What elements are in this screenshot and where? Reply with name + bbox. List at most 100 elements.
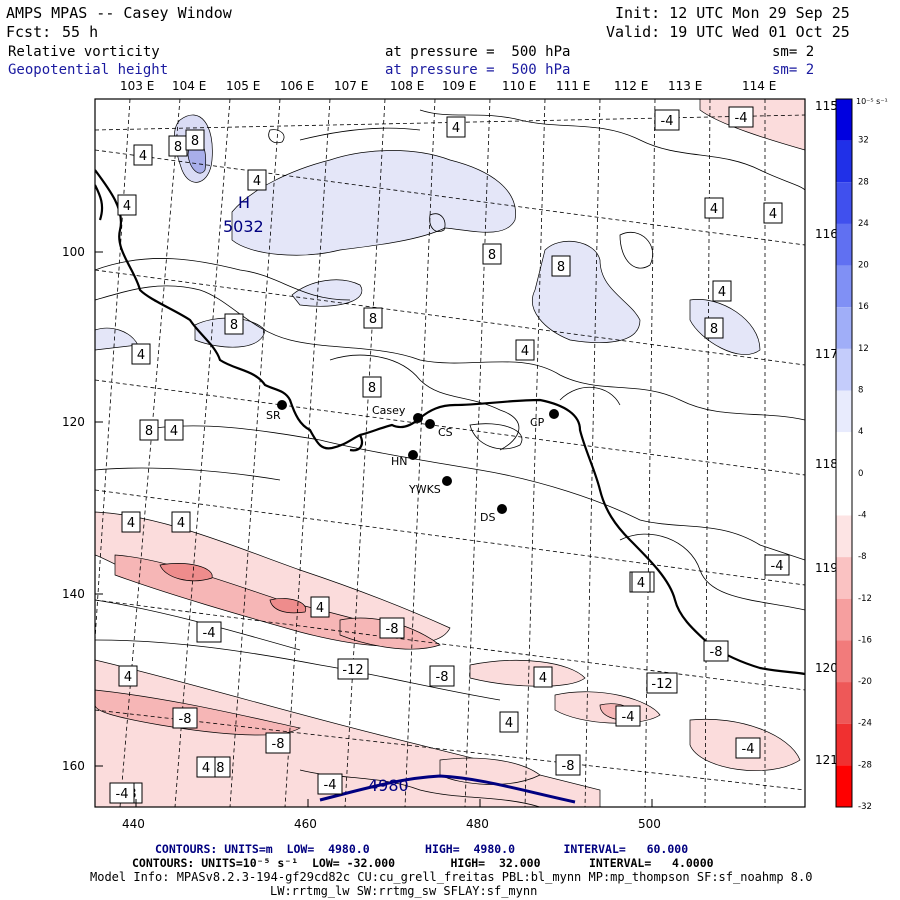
contour-label: 4	[118, 665, 138, 687]
svg-text:Casey: Casey	[372, 404, 406, 417]
contour-label: 4	[499, 711, 519, 733]
contour-label: 4	[515, 339, 535, 361]
svg-text:-4: -4	[622, 710, 635, 725]
field2-name: Geopotential height	[8, 62, 169, 78]
colorbar-segment	[836, 182, 852, 224]
colorbar-label: -28	[858, 760, 872, 770]
svg-text:4: 4	[505, 716, 513, 731]
svg-text:-8: -8	[272, 737, 285, 752]
svg-text:4: 4	[769, 207, 777, 222]
y-tick-label: 140	[62, 587, 85, 601]
height-contour-label: 4980	[368, 776, 409, 795]
colorbar-label: -24	[858, 719, 872, 729]
svg-text:-8: -8	[710, 645, 723, 660]
station-sr: SR	[266, 400, 287, 422]
svg-text:-4: -4	[771, 559, 784, 574]
x-tick-label: 460	[294, 817, 317, 831]
contour-label: 4	[533, 666, 553, 688]
top-longitude-label: 103 E	[120, 79, 154, 93]
svg-text:-4: -4	[324, 778, 337, 793]
svg-text:-4: -4	[203, 626, 216, 641]
contour-label: -8	[429, 665, 455, 687]
contour-label: -4	[317, 773, 343, 795]
svg-text:DS: DS	[480, 511, 495, 524]
colorbar-label: 32	[858, 136, 869, 146]
contour-label: -8	[265, 732, 291, 754]
contour-label: 8	[363, 307, 383, 329]
colorbar-label: 28	[858, 177, 869, 187]
height-contour-info: CONTOURS: UNITS=m LOW= 4980.0 HIGH= 4980…	[155, 842, 689, 856]
field1-smoothing: sm= 2	[772, 44, 815, 60]
contour-label: 4	[763, 202, 783, 224]
y-tick-label: 160	[62, 759, 85, 773]
svg-text:4: 4	[137, 348, 145, 363]
svg-text:8: 8	[557, 260, 565, 275]
svg-text:8: 8	[174, 140, 182, 155]
top-longitude-label: 104 E	[172, 79, 206, 93]
svg-text:4: 4	[316, 601, 324, 616]
stations-group: SR Casey CS CP HN YWKS DS	[266, 400, 559, 524]
colorbar-segment	[836, 515, 852, 558]
y-tick-label: 100	[62, 245, 85, 259]
vorticity-contour-info: CONTOURS: UNITS=10⁻⁵ s⁻¹ LOW= -32.000 HI…	[132, 856, 714, 870]
svg-text:4: 4	[521, 344, 529, 359]
svg-text:4: 4	[718, 285, 726, 300]
top-longitude-label: 107 E	[334, 79, 368, 93]
field2-smoothing: sm= 2	[772, 62, 815, 78]
contour-label: -8	[703, 640, 729, 662]
station-casey: Casey	[372, 404, 423, 423]
colorbar-segment	[836, 598, 852, 641]
contour-label: -12	[646, 672, 678, 694]
svg-text:4: 4	[637, 576, 645, 591]
contour-label: 8	[551, 255, 571, 277]
contour-label: 4	[446, 116, 466, 138]
colorbar-labels: 32 28 24 20 16 12 8 4 0 -4 -8 -12 -16 -20 -24 -28 -32	[858, 136, 872, 812]
svg-text:-8: -8	[562, 759, 575, 774]
svg-text:4: 4	[170, 424, 178, 439]
colorbar-label: 4	[858, 427, 863, 437]
svg-text:4: 4	[177, 516, 185, 531]
contour-label: -4	[728, 106, 754, 128]
contour-label: 4	[704, 197, 724, 219]
plot-title: AMPS MPAS -- Casey Window	[6, 4, 232, 22]
field1-level: at pressure = 500 hPa	[385, 44, 571, 60]
top-longitude-label: 111 E	[556, 79, 590, 93]
colorbar-label: -8	[858, 552, 866, 562]
colorbar-segment	[836, 99, 852, 141]
svg-text:4: 4	[124, 670, 132, 685]
colorbar-segment	[836, 265, 852, 308]
colorbar-label: 12	[858, 344, 869, 354]
contour-label: 4	[171, 511, 191, 533]
colorbar-label: -4	[858, 510, 866, 520]
svg-text:-4: -4	[661, 114, 674, 129]
contour-label: -4	[654, 109, 680, 131]
svg-text:8: 8	[191, 134, 199, 149]
colorbar-unit: 10⁻⁵ s⁻¹	[856, 97, 888, 106]
colorbar-segment	[836, 765, 852, 807]
svg-text:-4: -4	[735, 111, 748, 126]
contour-label: 4	[310, 596, 330, 618]
y-tick-label: 120	[62, 415, 85, 429]
svg-text:8: 8	[230, 318, 238, 333]
svg-text:4: 4	[123, 199, 131, 214]
colorbar-segments	[835, 98, 853, 808]
colorbar-label: -16	[858, 635, 872, 645]
valid-time: Valid: 19 UTC Wed 01 Oct 25	[606, 23, 850, 41]
coastline	[95, 169, 805, 676]
contour-label: -8	[555, 754, 581, 776]
colorbar-label: 24	[858, 219, 869, 229]
svg-text:8: 8	[488, 248, 496, 263]
colorbar-segment	[836, 640, 852, 683]
top-longitude-label: 112 E	[614, 79, 648, 93]
contour-label: 4	[131, 343, 151, 365]
contour-label: 4	[133, 144, 153, 166]
colorbar-segment	[836, 307, 852, 349]
contour-label: -4	[615, 705, 641, 727]
svg-text:4: 4	[253, 174, 261, 189]
high-value: 5032	[223, 217, 264, 236]
colorbar-label: 16	[858, 302, 869, 312]
svg-text:-4: -4	[742, 742, 755, 757]
svg-text:-8: -8	[179, 712, 192, 727]
